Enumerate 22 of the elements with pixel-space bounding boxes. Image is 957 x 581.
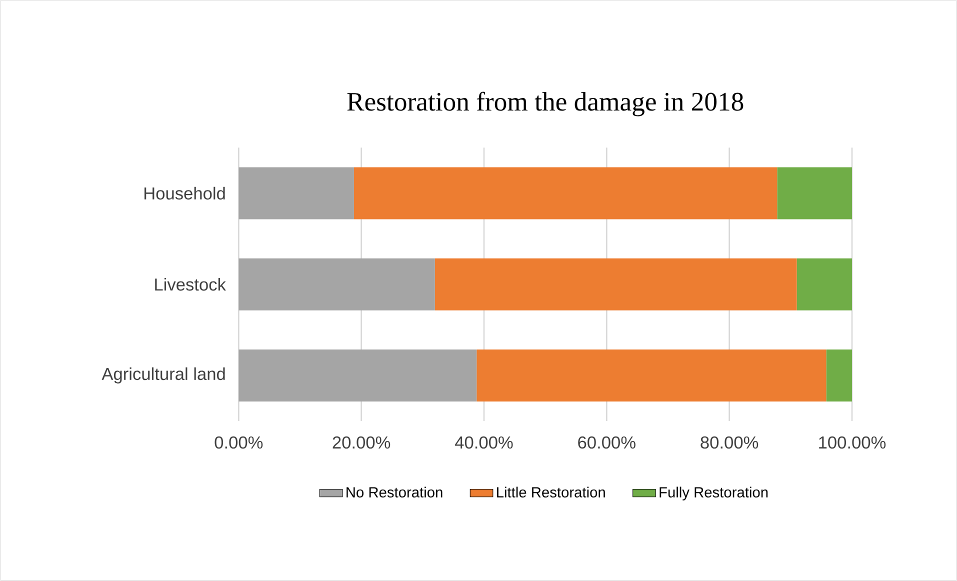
y-tick-label: Household — [144, 186, 225, 200]
bar — [434, 258, 797, 310]
chart-title: Restoration from the damage in 2018 — [347, 92, 744, 116]
x-tick-label: 80.00% — [700, 436, 758, 449]
bar — [354, 167, 778, 220]
y-tick-label: Livestock — [155, 278, 226, 291]
legend-label: Little Restoration — [497, 486, 605, 498]
bar — [238, 167, 354, 220]
bar — [238, 349, 477, 402]
bar — [238, 258, 435, 310]
x-tick-label: 60.00% — [578, 436, 636, 449]
bar — [796, 258, 852, 310]
y-tick-label: Agricultural land — [102, 367, 225, 384]
bar — [777, 167, 852, 220]
x-tick-label: 0.00% — [214, 436, 263, 449]
legend-label: No Restoration — [346, 486, 442, 498]
bar — [476, 349, 826, 402]
x-tick-label: 100.00% — [819, 436, 886, 449]
x-tick-label: 20.00% — [332, 436, 390, 449]
bar — [826, 349, 852, 402]
legend-label: Fully Restoration — [660, 486, 768, 500]
x-tick-label: 40.00% — [455, 436, 513, 449]
